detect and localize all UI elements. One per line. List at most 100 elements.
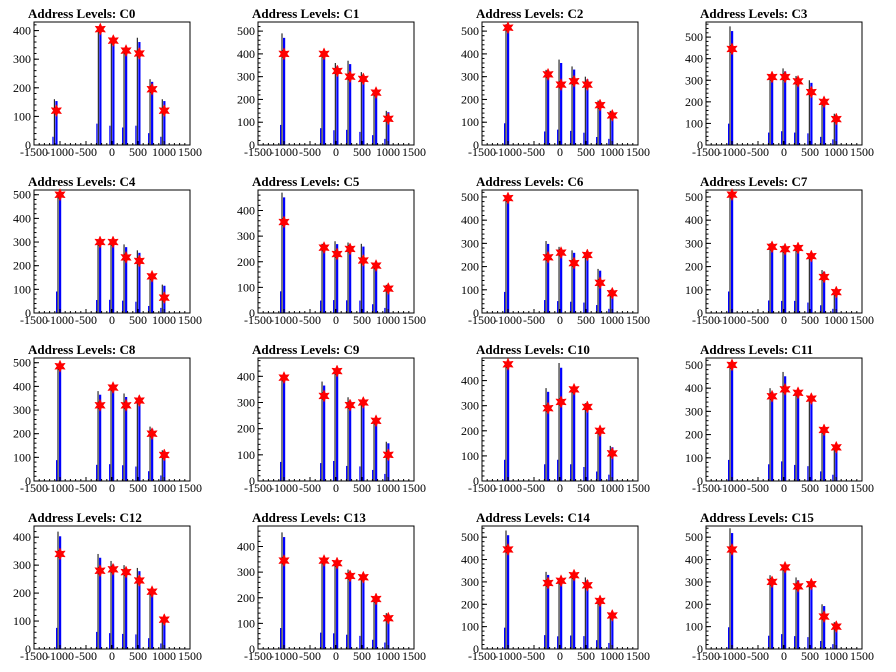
- y-tick-label: 100: [685, 116, 703, 130]
- histogram-bin: [781, 131, 783, 145]
- y-tick-label: 100: [685, 620, 703, 634]
- y-tick-label: 400: [13, 379, 31, 393]
- histogram-bar: [283, 537, 286, 649]
- peak-marker-star: [54, 547, 66, 561]
- histogram-bin: [781, 634, 783, 649]
- histogram-bin: [557, 636, 559, 649]
- peak-marker-star: [133, 46, 146, 61]
- histogram-bin: [570, 301, 572, 313]
- histogram-bin: [596, 137, 598, 145]
- peak-marker-star: [542, 401, 554, 415]
- y-tick-label: 400: [685, 381, 703, 395]
- peak-marker-star: [158, 104, 170, 118]
- histogram-bar: [771, 578, 774, 649]
- x-tick-label: 1500: [402, 145, 426, 159]
- peak-marker-star: [818, 95, 830, 109]
- x-tick-label: 0: [781, 313, 787, 327]
- y-tick-label: 500: [461, 530, 479, 544]
- peak-marker-star: [146, 82, 158, 96]
- peak-marker-star: [594, 98, 606, 112]
- peak-marker-star: [502, 191, 514, 205]
- histogram-bin: [135, 125, 137, 145]
- histogram-bin: [333, 130, 335, 145]
- histogram-bar: [283, 37, 286, 145]
- histogram-bar: [797, 580, 800, 649]
- peak-marker-star: [278, 47, 290, 61]
- histogram-bin: [583, 132, 585, 145]
- peak-marker-star: [568, 256, 580, 270]
- histogram-bar: [507, 367, 510, 481]
- y-tick-label: 500: [237, 24, 255, 38]
- histogram-bin: [504, 627, 506, 649]
- y-tick-label: 400: [461, 553, 479, 567]
- x-tick-label: 1500: [626, 649, 650, 663]
- histogram-bin: [109, 633, 111, 649]
- x-tick-label: -1500: [692, 313, 720, 327]
- histogram-panel: Address Levels: C10 -1500-1000 -500 0 500 100…: [461, 342, 650, 495]
- peak-marker-star: [502, 21, 514, 35]
- y-tick-label: 200: [13, 586, 31, 600]
- histogram-bin: [160, 136, 162, 145]
- histogram-bar: [784, 569, 787, 649]
- x-tick-label: 0: [557, 145, 563, 159]
- x-tick-label: -1500: [20, 145, 48, 159]
- histogram-bin: [135, 634, 137, 649]
- peak-marker-star: [158, 448, 170, 462]
- y-tick-label: 200: [685, 260, 703, 274]
- y-tick-label: 0: [249, 642, 255, 656]
- histogram-bin: [557, 301, 559, 313]
- x-tick-label: 0: [557, 313, 563, 327]
- histogram-bin: [384, 642, 386, 649]
- x-tick-label: -1000: [494, 313, 522, 327]
- histogram-bar: [112, 391, 115, 481]
- histogram-bin: [728, 459, 730, 481]
- y-tick-label: 0: [697, 474, 703, 488]
- peak-marker-star: [542, 576, 554, 590]
- peak-marker-star: [726, 188, 738, 202]
- x-tick-label: -1500: [20, 649, 48, 663]
- plot-frame: [705, 357, 863, 482]
- histogram-bar: [560, 367, 563, 481]
- x-tick-label: 1500: [178, 649, 202, 663]
- histogram-bar: [138, 252, 141, 313]
- histogram-bin: [333, 460, 335, 481]
- x-tick-label: 1000: [824, 145, 848, 159]
- histogram-bar: [835, 623, 838, 649]
- chart-title: Address Levels: C13: [252, 510, 366, 525]
- peak-marker-star: [133, 393, 146, 408]
- y-tick-label: 200: [685, 428, 703, 442]
- peak-marker-star: [830, 285, 842, 299]
- histogram-bar: [151, 591, 154, 649]
- peak-marker-star: [502, 542, 514, 557]
- x-tick-label: -1000: [718, 313, 746, 327]
- x-tick-label: 0: [333, 313, 339, 327]
- y-tick-label: 100: [13, 282, 31, 296]
- x-tick-label: 0: [781, 649, 787, 663]
- histogram-bar: [573, 69, 576, 145]
- plot-frame: [705, 21, 863, 146]
- peak-marker-star: [818, 270, 830, 284]
- peak-marker-star: [107, 562, 119, 576]
- peak-marker-star: [120, 398, 132, 412]
- x-tick-label: 1500: [402, 649, 426, 663]
- x-tick-label: -1500: [692, 481, 720, 495]
- chart-title: Address Levels: C12: [28, 510, 142, 525]
- x-tick-label: 1000: [376, 481, 400, 495]
- y-tick-label: 400: [13, 211, 31, 225]
- histogram-bar: [599, 102, 602, 145]
- y-tick-label: 300: [685, 236, 703, 250]
- histogram-bin: [608, 308, 610, 313]
- x-tick-label: -1000: [46, 145, 74, 159]
- histogram-bin: [544, 131, 546, 145]
- peak-marker-star: [792, 241, 804, 255]
- peak-marker-star: [542, 250, 554, 264]
- peak-marker-star: [344, 242, 356, 256]
- histogram-bar: [151, 428, 154, 481]
- histogram-bin: [109, 125, 111, 145]
- histogram-bar: [835, 114, 838, 145]
- chart-title: Address Levels: C15: [700, 510, 814, 525]
- histogram-bar: [611, 616, 614, 649]
- x-tick-label: -1500: [20, 313, 48, 327]
- y-tick-label: 500: [685, 30, 703, 44]
- peak-marker-star: [357, 570, 370, 584]
